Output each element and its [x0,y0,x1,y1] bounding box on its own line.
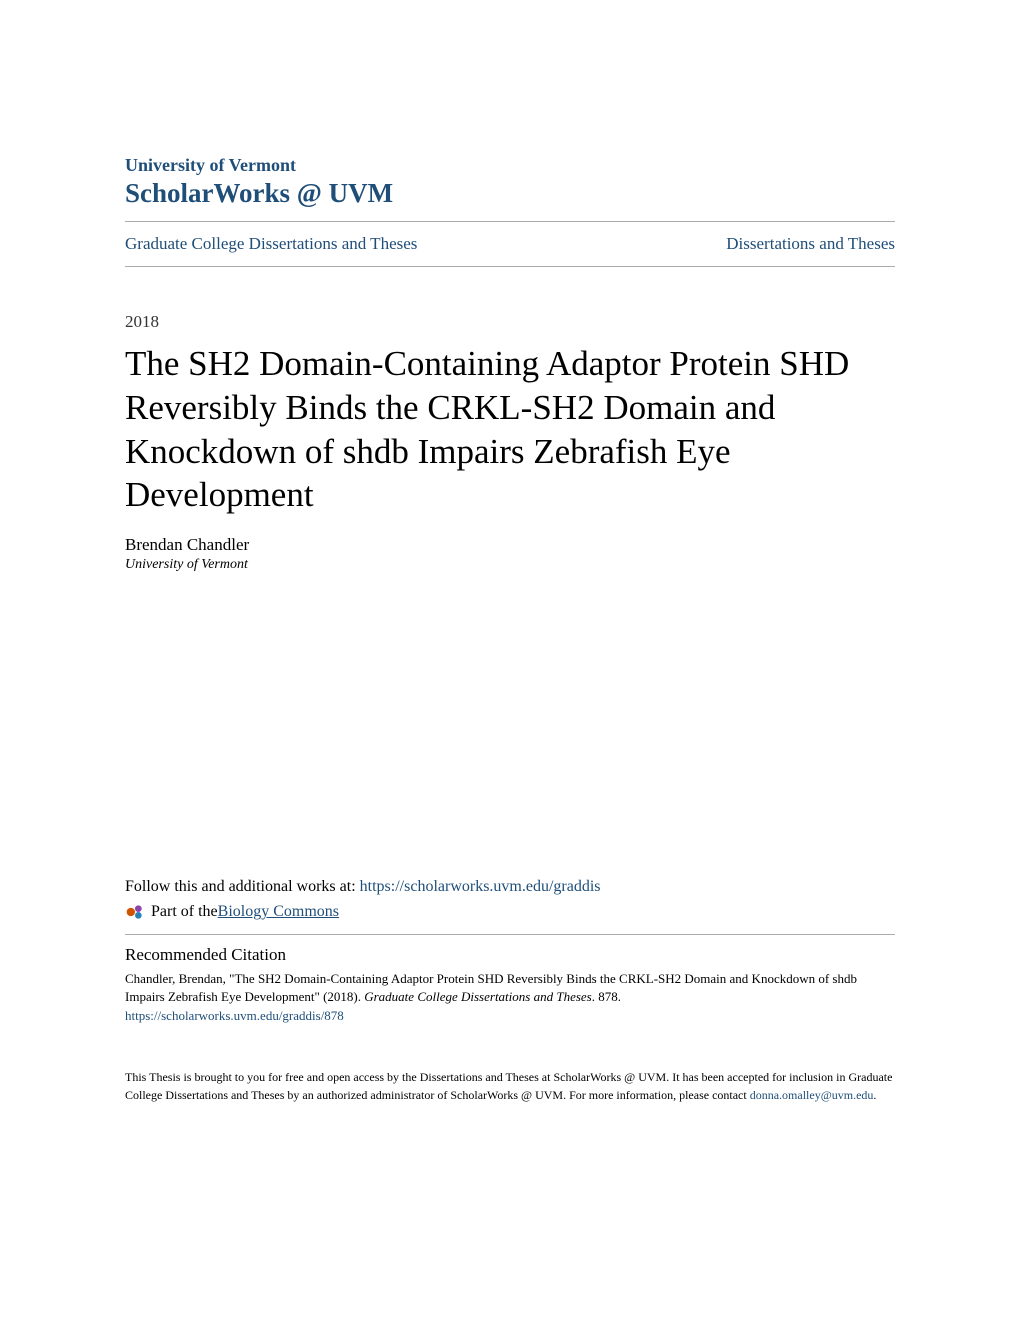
citation-part2: . 878. [592,989,621,1004]
part-of-row: Part of the Biology Commons [125,902,895,922]
citation-text: Chandler, Brendan, "The SH2 Domain-Conta… [125,970,895,1006]
commons-link[interactable]: Biology Commons [218,903,339,921]
follow-url-link[interactable]: https://scholarworks.uvm.edu/graddis [360,878,601,895]
citation-section: Recommended Citation Chandler, Brendan, … [125,935,895,1024]
citation-italic: Graduate College Dissertations and These… [364,989,592,1004]
divider-breadcrumb [125,266,895,267]
citation-url-link[interactable]: https://scholarworks.uvm.edu/graddis/878 [125,1008,895,1024]
repository-link[interactable]: ScholarWorks @ UVM [125,178,393,208]
breadcrumb-parent-link[interactable]: Dissertations and Theses [726,234,895,254]
breadcrumb-collection-link[interactable]: Graduate College Dissertations and These… [125,234,417,254]
publication-year: 2018 [125,312,895,332]
page-header: University of Vermont ScholarWorks @ UVM [125,155,895,209]
follow-section: Follow this and additional works at: htt… [125,878,895,922]
footer-suffix: . [873,1088,876,1102]
footer-contact-link[interactable]: donna.omalley@uvm.edu [750,1088,874,1102]
university-name: University of Vermont [125,155,895,176]
follow-line: Follow this and additional works at: htt… [125,878,895,896]
footer-text: This Thesis is brought to you for free a… [125,1069,895,1104]
author-affiliation: University of Vermont [125,557,895,573]
network-icon [125,902,145,922]
follow-prefix: Follow this and additional works at: [125,878,360,895]
citation-heading: Recommended Citation [125,945,895,965]
repository-name[interactable]: ScholarWorks @ UVM [125,178,895,209]
breadcrumb: Graduate College Dissertations and These… [125,222,895,266]
document-title: The SH2 Domain-Containing Adaptor Protei… [125,342,895,517]
part-of-prefix: Part of the [151,903,218,921]
author-name: Brendan Chandler [125,535,895,555]
